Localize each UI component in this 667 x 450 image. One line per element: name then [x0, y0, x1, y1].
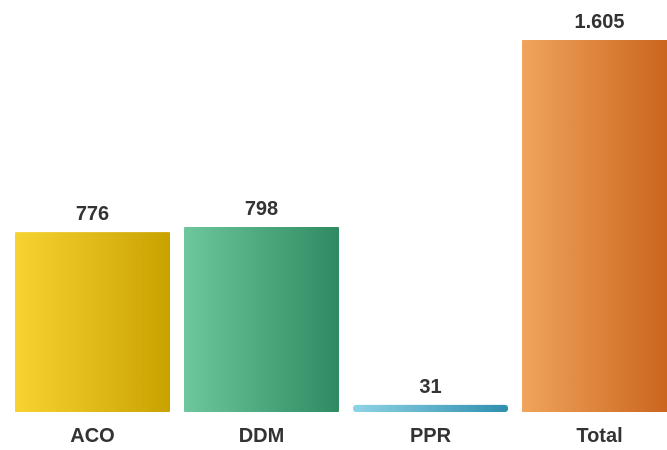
- category-label-total: Total: [576, 425, 622, 447]
- category-label-aco: ACO: [70, 425, 114, 447]
- bar-ddm: [184, 227, 339, 412]
- category-label-ppr: PPR: [410, 425, 452, 447]
- value-label-aco: 776: [76, 203, 109, 225]
- bar-total: [522, 40, 667, 412]
- value-label-total: 1.605: [574, 11, 624, 33]
- value-label-ddm: 798: [245, 198, 278, 220]
- value-labels-layer: 776 798 31 1.605: [76, 11, 625, 398]
- value-label-ppr: 31: [419, 376, 441, 398]
- bar-ppr: [353, 404, 508, 412]
- category-label-ddm: DDM: [239, 425, 285, 447]
- bar-aco: [15, 232, 170, 412]
- bars-layer: [15, 40, 667, 412]
- category-labels-layer: ACO DDM PPR Total: [70, 425, 622, 447]
